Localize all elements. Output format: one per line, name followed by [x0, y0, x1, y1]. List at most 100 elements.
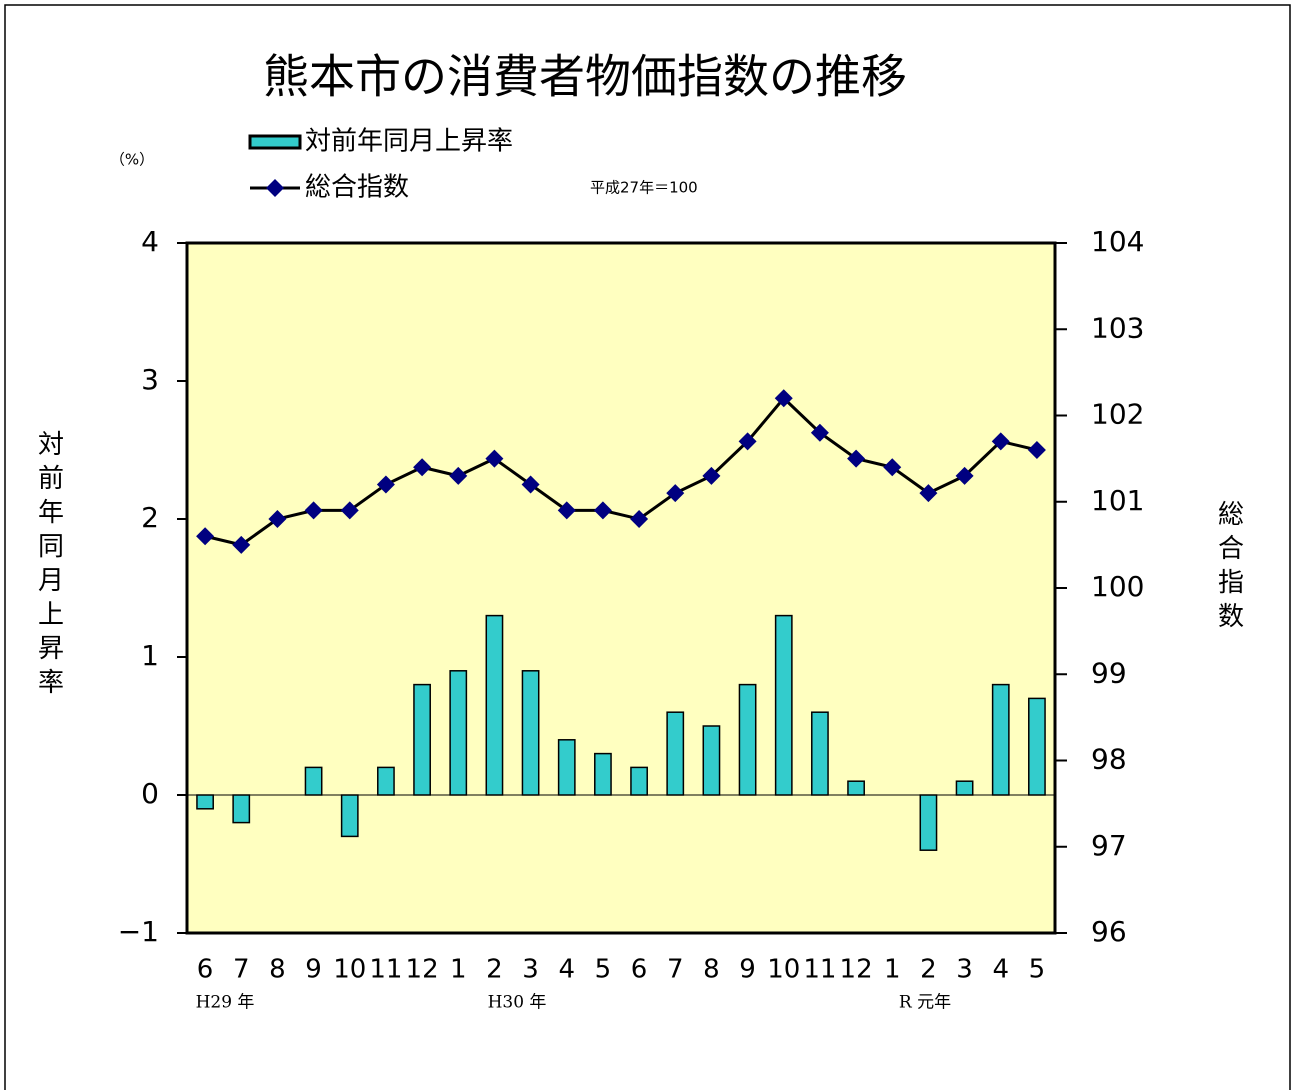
y2-tick-label: 99: [1091, 656, 1127, 689]
bar: [919, 794, 938, 851]
legend-swatch: [248, 134, 302, 150]
y-tick-label: 1: [141, 639, 159, 672]
marker: [666, 484, 685, 503]
y-tick-label: 0: [141, 777, 159, 810]
y2-tick-label: 101: [1091, 484, 1144, 517]
legend-marker: [266, 179, 284, 197]
x-tick-label: 5: [595, 955, 612, 985]
bar: [304, 766, 323, 796]
y2-tick-label: 104: [1091, 225, 1144, 258]
x-tick-label: 3: [522, 955, 539, 985]
x-tick-label: 8: [703, 955, 720, 985]
marker: [810, 423, 829, 442]
x-tick-label: 11: [369, 955, 402, 985]
marker: [991, 432, 1010, 451]
y2-tick-label: 103: [1091, 311, 1144, 344]
bar: [232, 794, 251, 824]
legend-label: 対前年同月上昇率: [305, 127, 513, 157]
marker: [376, 475, 395, 494]
plot-border: [185, 241, 1057, 935]
bar: [449, 670, 468, 796]
y2-axis-label: 総合指数: [1214, 500, 1244, 636]
x-tick-label: 8: [269, 955, 286, 985]
marker: [521, 475, 540, 494]
marker: [847, 449, 866, 468]
bar: [1028, 697, 1046, 796]
marker: [738, 432, 757, 451]
y-tick-label: −1: [118, 915, 159, 948]
bar: [811, 711, 829, 796]
x-tick-label: 1: [450, 955, 467, 985]
year-label: R 元年: [899, 993, 951, 1013]
y-axis-label: 対前年同月上昇率: [34, 430, 64, 702]
marker: [268, 510, 287, 528]
bar: [702, 725, 721, 796]
x-tick-label: 11: [803, 955, 836, 985]
bar: [630, 766, 648, 796]
bar: [594, 752, 612, 796]
marker: [413, 458, 432, 477]
bar: [557, 739, 576, 796]
x-tick-label: 6: [631, 955, 648, 985]
marker: [449, 466, 468, 485]
bar: [738, 683, 757, 796]
x-tick-label: 7: [667, 955, 684, 985]
marker: [593, 501, 612, 520]
marker: [485, 449, 504, 468]
y-tick-label: 4: [141, 225, 159, 258]
x-tick-label: 5: [1029, 955, 1046, 985]
x-tick-label: 2: [920, 955, 937, 985]
bar: [991, 683, 1010, 796]
bar: [377, 766, 395, 796]
chart-title: 熊本市の消費者物価指数の推移: [263, 50, 907, 104]
marker: [1027, 441, 1046, 459]
x-tick-label: 9: [739, 955, 756, 985]
x-tick-label: 4: [992, 955, 1009, 985]
year-label: H29 年: [196, 993, 255, 1013]
marker: [304, 501, 323, 520]
x-tick-label: 1: [884, 955, 901, 985]
marker: [702, 466, 721, 485]
bar: [196, 794, 214, 810]
x-tick-label: 10: [333, 955, 366, 985]
y-tick-label: 3: [141, 363, 159, 396]
marker: [774, 389, 793, 408]
x-tick-label: 3: [956, 955, 973, 985]
y2-tick-label: 100: [1091, 570, 1144, 603]
marker: [883, 458, 902, 477]
y-tick-label: 2: [141, 501, 159, 534]
bar: [413, 683, 431, 796]
bar: [955, 780, 974, 796]
marker: [919, 484, 938, 503]
bar: [847, 780, 865, 796]
y2-tick-label: 98: [1091, 743, 1127, 776]
x-tick-label: 6: [197, 955, 214, 985]
x-tick-label: 9: [305, 955, 322, 985]
bar: [485, 614, 504, 796]
x-tick-label: 10: [767, 955, 800, 985]
x-tick-label: 4: [558, 955, 575, 985]
unit-label: （%）: [110, 151, 154, 169]
marker: [232, 535, 251, 554]
legend-label: 総合指数: [305, 173, 409, 203]
bar: [340, 794, 359, 838]
marker: [196, 527, 215, 546]
marker: [955, 466, 974, 485]
base-note: 平成27年＝100: [590, 179, 698, 197]
marker: [340, 501, 359, 520]
x-tick-label: 12: [406, 955, 439, 985]
marker: [557, 501, 576, 520]
bar: [774, 614, 793, 796]
y2-tick-label: 102: [1091, 398, 1144, 431]
plot-area: [187, 243, 1055, 933]
year-label: H30 年: [488, 993, 547, 1013]
frame: [4, 4, 1291, 1090]
bar: [521, 670, 540, 796]
x-tick-label: 7: [233, 955, 250, 985]
y2-tick-label: 96: [1091, 915, 1127, 948]
x-tick-label: 12: [840, 955, 873, 985]
x-tick-label: 2: [486, 955, 503, 985]
y2-tick-label: 97: [1091, 829, 1127, 862]
bar: [666, 711, 685, 796]
